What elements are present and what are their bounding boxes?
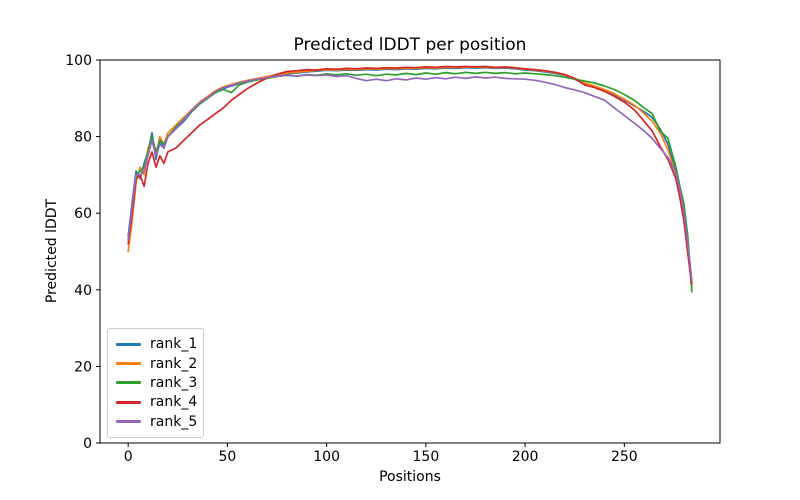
legend-label: rank_1 <box>150 336 198 353</box>
y-tick-label: 80 <box>74 130 92 146</box>
x-tick-label: 150 <box>413 449 440 465</box>
legend-line-swatch-rank_2 <box>116 362 141 366</box>
legend-line-swatch-rank_1 <box>116 342 141 346</box>
y-tick-label: 100 <box>65 53 92 69</box>
y-tick-label: 60 <box>74 206 92 222</box>
legend-line-swatch-rank_5 <box>116 420 141 424</box>
x-tick-label: 50 <box>218 449 236 465</box>
line-rank_3 <box>127 71 693 293</box>
x-tick-label: 200 <box>512 449 539 465</box>
legend-line-swatch-rank_3 <box>116 381 141 385</box>
axes-spines <box>99 59 721 444</box>
legend-line-swatch-rank_4 <box>116 400 141 404</box>
line-rank_2 <box>127 66 693 289</box>
x-tick-label: 0 <box>124 449 133 465</box>
chart-title: Predicted lDDT per position <box>293 35 527 55</box>
legend-label: rank_5 <box>150 413 198 430</box>
legend-label: rank_3 <box>150 374 198 391</box>
y-tick-label: 40 <box>74 283 92 299</box>
legend-label: rank_4 <box>150 394 198 411</box>
y-tick-label: 0 <box>83 436 92 452</box>
x-axis-label: Positions <box>379 469 441 485</box>
legend: rank_1 rank_2 rank_3 rank_4 rank_5 <box>107 328 204 438</box>
line-rank_5 <box>127 74 693 282</box>
legend-item-rank_1: rank_1 <box>116 336 198 353</box>
x-tick-label: 100 <box>313 449 340 465</box>
line-rank_4 <box>127 65 693 285</box>
legend-item-rank_2: rank_2 <box>116 355 198 372</box>
y-axis-label: Predicted lDDT <box>44 198 60 304</box>
line-rank_1 <box>127 66 693 285</box>
x-tick-label: 250 <box>611 449 638 465</box>
legend-item-rank_3: rank_3 <box>116 374 198 391</box>
legend-label: rank_2 <box>150 355 198 372</box>
legend-item-rank_5: rank_5 <box>116 413 198 430</box>
legend-item-rank_4: rank_4 <box>116 394 198 411</box>
y-tick-label: 20 <box>74 359 92 375</box>
